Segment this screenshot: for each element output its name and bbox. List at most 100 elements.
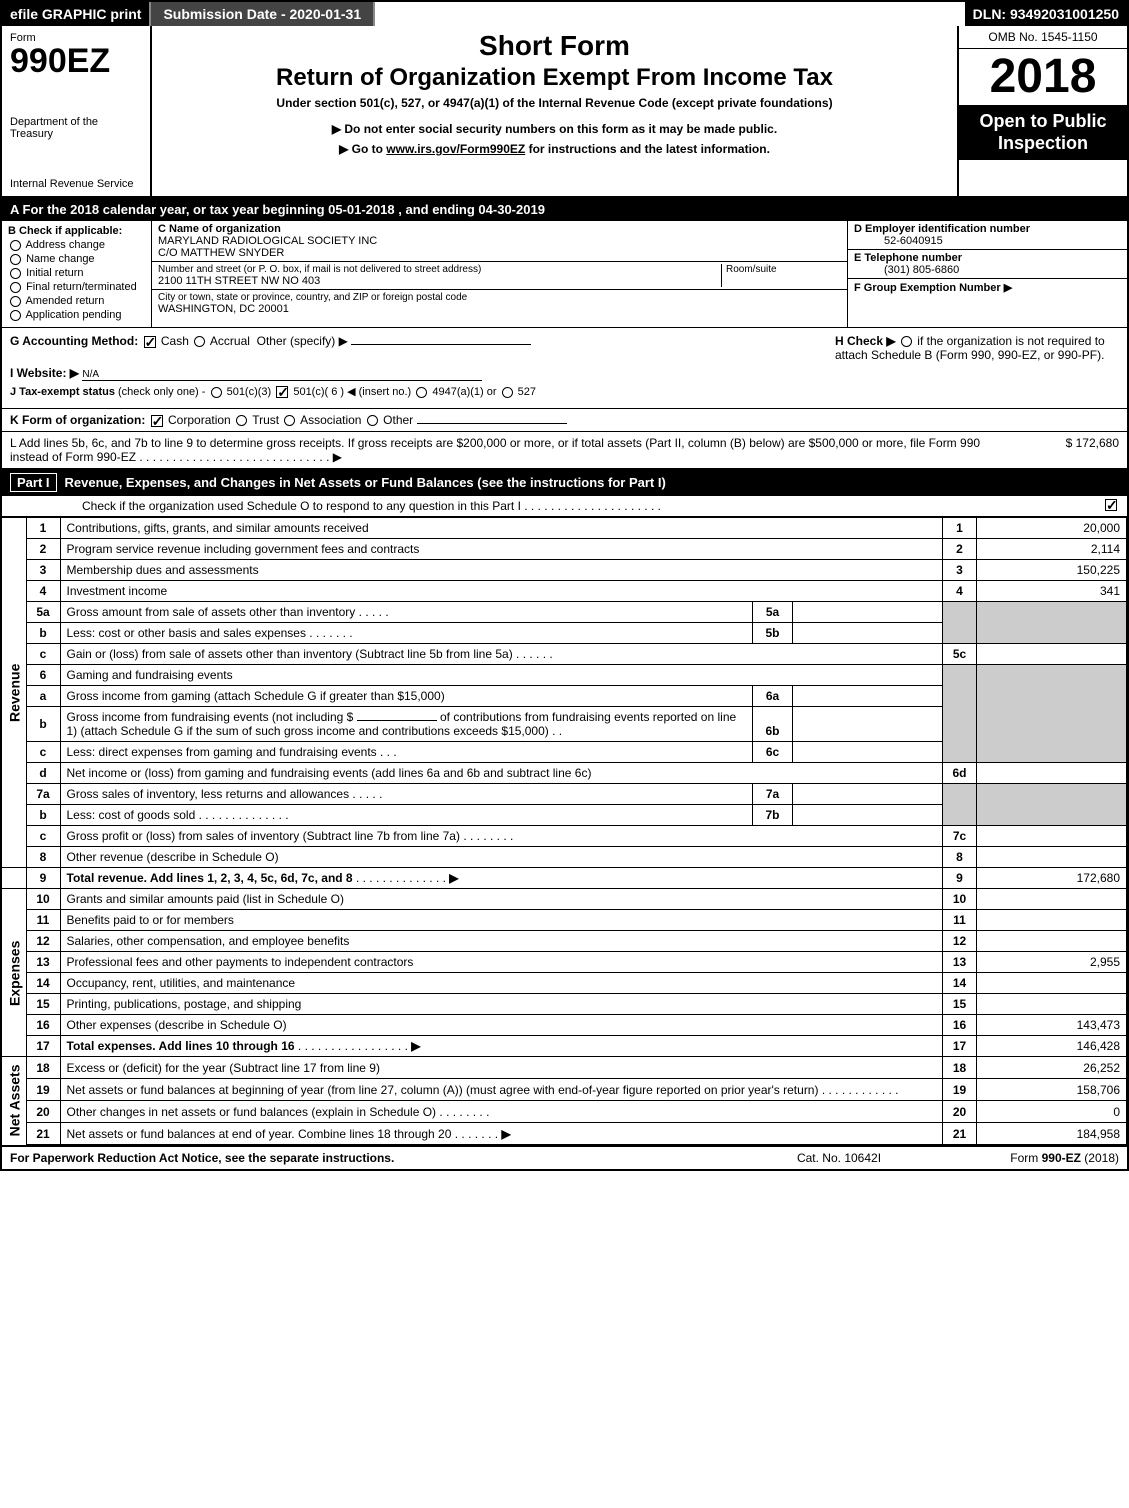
v-17: 146,428	[977, 1036, 1127, 1057]
row-10: Expenses 10 Grants and similar amounts p…	[2, 889, 1127, 910]
chk-name-change[interactable]: Name change	[8, 253, 145, 265]
irs-label: Internal Revenue Service	[10, 178, 142, 190]
goto-notice: ▶ Go to www.irs.gov/Form990EZ for instru…	[162, 142, 947, 156]
row-19: 19 Net assets or fund balances at beginn…	[2, 1079, 1127, 1101]
chk-schedule-b[interactable]	[901, 336, 912, 347]
chk-application-pending[interactable]: Application pending	[8, 309, 145, 321]
shade-5a-v	[977, 602, 1127, 623]
n-15: 15	[26, 994, 60, 1015]
chk-501c[interactable]	[276, 386, 288, 398]
row-2: 2 Program service revenue including gove…	[2, 539, 1127, 560]
lbl-final-return: Final return/terminated	[26, 281, 137, 293]
other-method-blank[interactable]	[351, 344, 531, 345]
row-11: 11 Benefits paid to or for members 11	[2, 910, 1127, 931]
shade-6c-v	[977, 742, 1127, 763]
row-5a: 5a Gross amount from sale of assets othe…	[2, 602, 1127, 623]
period-end: 04-30-2019	[478, 202, 545, 217]
chk-527[interactable]	[502, 387, 513, 398]
c-17: 17	[943, 1036, 977, 1057]
row-8: 8 Other revenue (describe in Schedule O)…	[2, 847, 1127, 868]
blank-6b[interactable]	[357, 720, 437, 721]
row-6a: a Gross income from gaming (attach Sched…	[2, 686, 1127, 707]
v-13: 2,955	[977, 952, 1127, 973]
chk-corporation[interactable]	[151, 415, 163, 427]
lbl-other-method: Other (specify) ▶	[257, 334, 348, 348]
v-18: 26,252	[977, 1057, 1127, 1079]
ssn-notice: ▶ Do not enter social security numbers o…	[162, 122, 947, 136]
c-18: 18	[943, 1057, 977, 1079]
lbl-accrual: Accrual	[210, 334, 250, 348]
row-21: 21 Net assets or fund balances at end of…	[2, 1123, 1127, 1145]
tax-year: 2018	[959, 49, 1127, 105]
n-20: 20	[26, 1101, 60, 1123]
c-10: 10	[943, 889, 977, 910]
shade-6a-v	[977, 686, 1127, 707]
t-7a: Gross sales of inventory, less returns a…	[67, 787, 350, 801]
page-footer: For Paperwork Reduction Act Notice, see …	[2, 1145, 1127, 1169]
shade-7b-v	[977, 805, 1127, 826]
chk-schedule-o-part-i[interactable]	[1105, 499, 1117, 511]
n-6d: d	[26, 763, 60, 784]
shade-6b-v	[977, 707, 1127, 742]
t-6a: Gross income from gaming (attach Schedul…	[60, 686, 753, 707]
section-g: G Accounting Method: Cash Accrual Other …	[10, 334, 819, 348]
c-6d: 6d	[943, 763, 977, 784]
chk-initial-return[interactable]: Initial return	[8, 267, 145, 279]
lbl-name-change: Name change	[26, 253, 95, 265]
period-mid: , and ending	[395, 202, 479, 217]
section-b: B Check if applicable: Address change Na…	[2, 221, 152, 327]
chk-amended-return[interactable]: Amended return	[8, 295, 145, 307]
shade-6	[943, 665, 977, 686]
under-section: Under section 501(c), 527, or 4947(a)(1)…	[162, 96, 947, 110]
t-7b: Less: cost of goods sold	[67, 808, 196, 822]
other-org-blank[interactable]	[417, 423, 567, 424]
row-5c: c Gain or (loss) from sale of assets oth…	[2, 644, 1127, 665]
n-21: 21	[26, 1123, 60, 1145]
org-name-label: C Name of organization	[158, 223, 835, 235]
chk-association[interactable]	[284, 415, 295, 426]
chk-501c3[interactable]	[211, 387, 222, 398]
org-name: MARYLAND RADIOLOGICAL SOCIETY INC	[158, 235, 841, 247]
c-1: 1	[943, 518, 977, 539]
n-14: 14	[26, 973, 60, 994]
n-7b: b	[26, 805, 60, 826]
topbar-spacer	[375, 2, 965, 26]
goto-suffix: for instructions and the latest informat…	[525, 142, 770, 156]
sc-5a: 5a	[753, 602, 793, 623]
n-5b: b	[26, 623, 60, 644]
submission-date: Submission Date - 2020-01-31	[149, 2, 375, 26]
lbl-corporation: Corporation	[168, 413, 231, 427]
t-6c: Less: direct expenses from gaming and fu…	[67, 745, 377, 759]
c-8: 8	[943, 847, 977, 868]
shade-6a	[943, 686, 977, 707]
t-12: Salaries, other compensation, and employ…	[67, 934, 350, 948]
footer-right-suffix: (2018)	[1081, 1151, 1119, 1165]
section-k: K Form of organization: Corporation Trus…	[2, 409, 1127, 432]
row-6c: c Less: direct expenses from gaming and …	[2, 742, 1127, 763]
section-b-heading: B Check if applicable:	[8, 225, 145, 237]
room-suite-label: Room/suite	[721, 264, 841, 287]
section-i: I Website: ▶ N/A	[10, 366, 819, 381]
row-7a: 7a Gross sales of inventory, less return…	[2, 784, 1127, 805]
chk-other-org[interactable]	[367, 415, 378, 426]
v-3: 150,225	[977, 560, 1127, 581]
chk-accrual[interactable]	[194, 336, 205, 347]
part-i-title: Revenue, Expenses, and Changes in Net As…	[65, 475, 666, 490]
row-13: 13 Professional fees and other payments …	[2, 952, 1127, 973]
chk-final-return[interactable]: Final return/terminated	[8, 281, 145, 293]
chk-4947[interactable]	[416, 387, 427, 398]
chk-trust[interactable]	[236, 415, 247, 426]
arrow-9: ▶	[449, 871, 458, 885]
footer-right-prefix: Form	[1010, 1151, 1041, 1165]
chk-cash[interactable]	[144, 336, 156, 348]
v-5c	[977, 644, 1127, 665]
side-netassets: Net Assets	[2, 1057, 26, 1145]
org-co: C/O MATTHEW SNYDER	[158, 247, 841, 259]
section-g-h-i-j: G Accounting Method: Cash Accrual Other …	[2, 328, 1127, 409]
row-4: 4 Investment income 4 341	[2, 581, 1127, 602]
chk-address-change[interactable]: Address change	[8, 239, 145, 251]
k-label: K Form of organization:	[10, 413, 145, 427]
t-9: Total revenue. Add lines 1, 2, 3, 4, 5c,…	[67, 871, 353, 885]
goto-link[interactable]: www.irs.gov/Form990EZ	[386, 142, 525, 156]
c-2: 2	[943, 539, 977, 560]
